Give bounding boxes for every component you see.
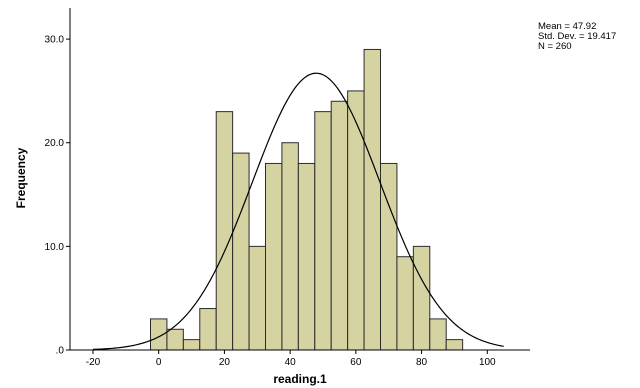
histogram-bar <box>445 339 464 351</box>
y-axis-ticks: .0 10.0 20.0 30.0 <box>45 35 70 357</box>
histogram-bar <box>429 318 447 351</box>
histogram-bar <box>281 142 299 351</box>
histogram-bar <box>347 90 365 351</box>
axes <box>69 8 530 351</box>
x-axis-ticks: -20 0 20 40 60 80 100 <box>86 350 496 368</box>
x-tick-label: 100 <box>479 357 496 368</box>
histogram-bar <box>166 328 184 351</box>
histogram-bar <box>363 48 382 351</box>
stats-n: N = 260 <box>538 41 572 52</box>
histogram-bar <box>215 111 234 351</box>
histogram-bar <box>150 318 168 351</box>
x-tick-label: 0 <box>156 357 162 368</box>
histogram-bar <box>248 245 266 351</box>
stats-sd: Std. Dev. = 19.417 <box>538 31 617 42</box>
x-tick-label: 60 <box>350 357 362 368</box>
x-tick-label: 80 <box>416 357 428 368</box>
histogram-bar <box>265 162 283 351</box>
x-tick-label: 20 <box>219 357 231 368</box>
histogram-bar <box>330 100 349 351</box>
x-axis-title: reading.1 <box>273 372 327 386</box>
stats-mean: Mean = 47.92 <box>538 21 597 32</box>
histogram-bar <box>199 308 217 351</box>
y-axis-title: Frequency <box>14 147 28 208</box>
y-tick-label: 30.0 <box>45 35 65 46</box>
histogram-bar <box>396 256 414 351</box>
histogram-bar <box>232 152 250 351</box>
histogram-bar <box>182 339 201 351</box>
histogram-bar <box>314 111 332 351</box>
histogram-bar <box>297 162 316 351</box>
stats-box: Mean = 47.92 Std. Dev. = 19.417 N = 260 <box>538 22 616 52</box>
histogram-bar <box>412 245 431 351</box>
x-tick-label: 40 <box>285 357 297 368</box>
y-tick-label: 10.0 <box>45 242 65 253</box>
histogram-bars <box>150 48 464 351</box>
x-tick-label: -20 <box>86 357 101 368</box>
normal-curve <box>92 72 504 350</box>
y-tick-label: 20.0 <box>45 138 65 149</box>
y-tick-label: .0 <box>56 346 65 357</box>
